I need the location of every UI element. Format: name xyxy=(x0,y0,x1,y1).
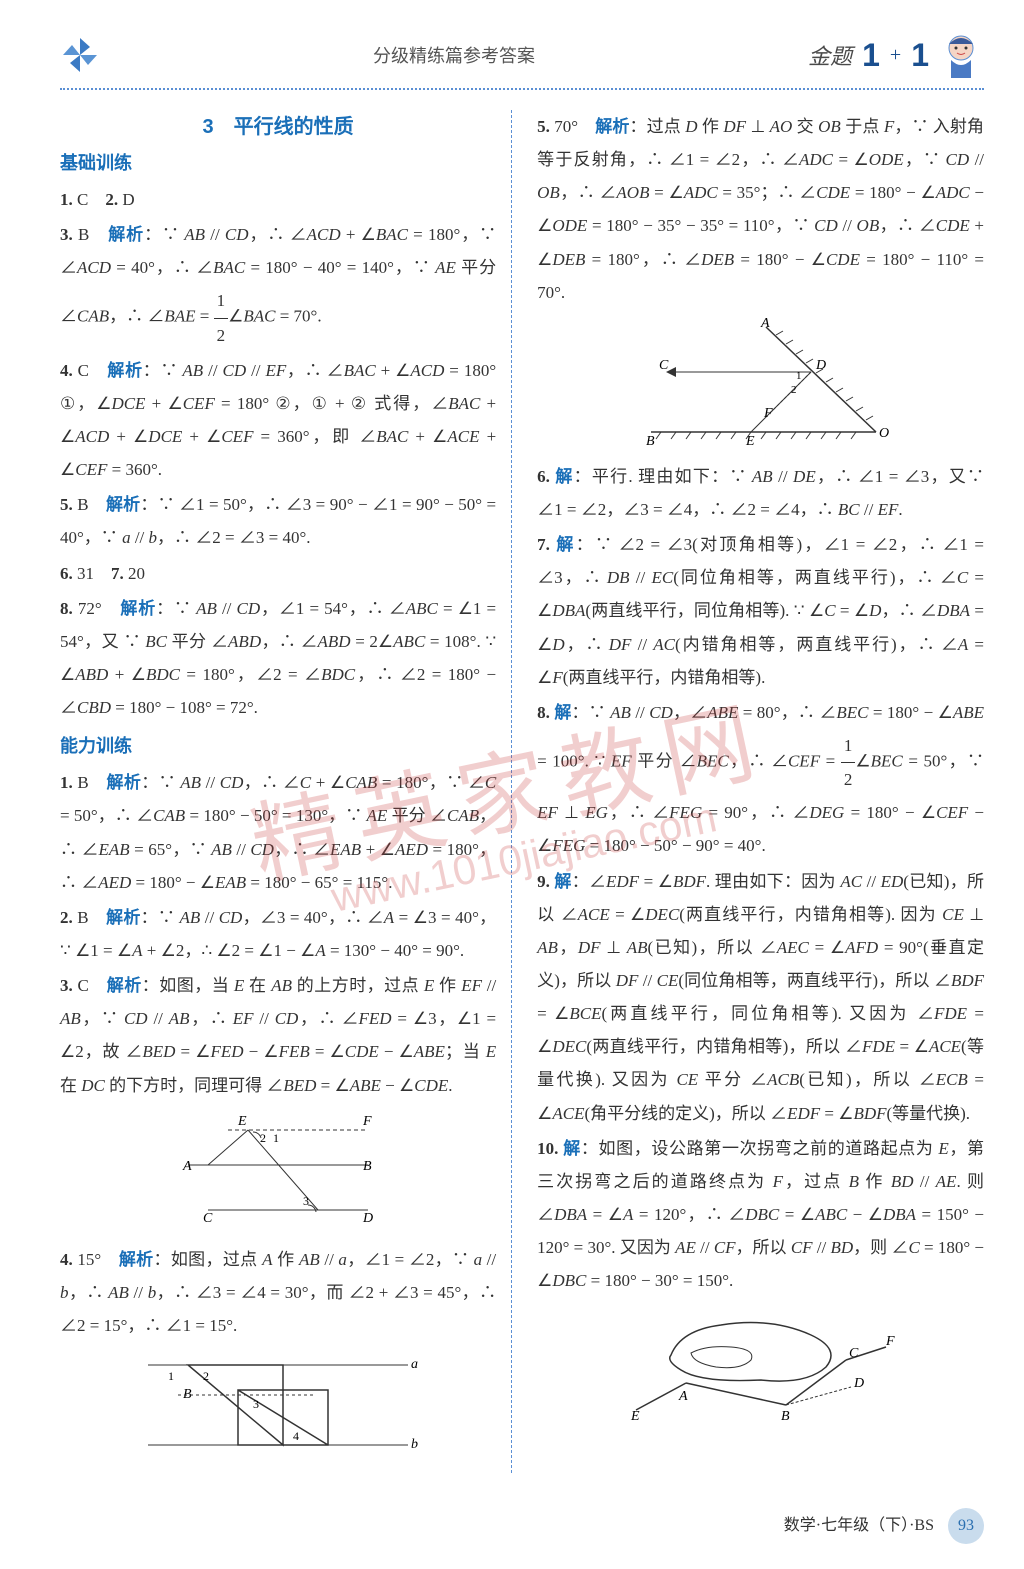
ability-item: 2. B 解析：∵ AB // CD，∠3 = 40°，∴ ∠A = ∠3 = … xyxy=(60,901,496,967)
right-item: 8. 解：∵ AB // CD，∠ABE = 80°，∴ ∠BEC = 180°… xyxy=(537,696,984,863)
svg-text:b: b xyxy=(411,1437,418,1452)
svg-text:1: 1 xyxy=(168,1369,174,1383)
svg-text:a: a xyxy=(411,1357,418,1372)
svg-text:F: F xyxy=(362,1114,372,1129)
svg-text:O: O xyxy=(879,426,889,441)
svg-text:E: E xyxy=(237,1114,247,1129)
right-column: 5. 70° 解析：过点 D 作 DF ⊥ AO 交 OB 于点 F，∵ 入射角… xyxy=(532,110,984,1473)
logo-text: 金题 xyxy=(808,39,852,71)
svg-text:B: B xyxy=(781,1409,790,1424)
svg-text:D: D xyxy=(362,1211,373,1226)
svg-text:E: E xyxy=(745,434,755,447)
right-item: 10. 解：如图，设公路第一次拐弯之前的道路起点为 E，第三次拐弯之后的道路终点… xyxy=(537,1132,984,1298)
svg-text:A: A xyxy=(678,1389,688,1404)
svg-text:A: A xyxy=(760,317,770,331)
basic-item: 4. C 解析：∵ AB // CD // EF，∴ ∠BAC + ∠ACD =… xyxy=(60,354,496,487)
svg-text:4: 4 xyxy=(293,1429,299,1443)
header-right: 金题 1 + 1 xyxy=(808,30,984,80)
svg-text:D: D xyxy=(853,1376,864,1391)
right-item: 7. 解：∵ ∠2 = ∠3(对顶角相等)，∠1 = ∠2，∴ ∠1 = ∠3，… xyxy=(537,528,984,694)
basic-item: 5. B 解析：∵ ∠1 = 50°，∴ ∠3 = 90° − ∠1 = 90°… xyxy=(60,488,496,554)
logo-num1: 1 xyxy=(862,37,880,74)
header-left xyxy=(60,35,100,75)
mascot-icon xyxy=(939,30,984,80)
svg-text:1: 1 xyxy=(796,370,802,382)
basic-item: 6. 31 7. 20 xyxy=(60,557,496,590)
svg-text:C: C xyxy=(849,1346,859,1361)
ability-item: 3. C 解析：如图，当 E 在 AB 的上方时，过点 E 作 EF // AB… xyxy=(60,969,496,1102)
page-footer: 数学·七年级（下）·BS 93 xyxy=(784,1508,984,1544)
page-header: 分级精练篇参考答案 金题 1 + 1 xyxy=(60,30,984,90)
diagram-5: A B O C D E F 1 2 xyxy=(537,317,984,452)
section-title: 3 平行线的性质 xyxy=(60,110,496,139)
diagram-3: E F 2 1 A B C D 3 xyxy=(60,1110,496,1235)
right-item: 9. 解：∠EDF = ∠BDF. 理由如下：因为 AC // ED(已知)，所… xyxy=(537,865,984,1130)
page-root: 分级精练篇参考答案 金题 1 + 1 3 平行线的性质 基础训练 1. C 2.… xyxy=(0,0,1024,1569)
basic-item: 8. 72° 解析：∵ AB // CD，∠1 = 54°，∴ ∠ABC = ∠… xyxy=(60,592,496,725)
ability-item: 1. B 解析：∵ AB // CD，∴ ∠C + ∠CAB = 180°，∵ … xyxy=(60,766,496,899)
diagram-4: a b B 1 2 3 4 xyxy=(60,1350,496,1465)
page-number: 93 xyxy=(948,1508,984,1544)
footer-subject: 数学·七年级（下）·BS xyxy=(784,1517,934,1534)
svg-text:F: F xyxy=(763,406,773,421)
svg-text:A: A xyxy=(182,1159,192,1174)
diagram-10: E A B C D F xyxy=(537,1305,984,1430)
left-column: 3 平行线的性质 基础训练 1. C 2. D 3. B 解析：∵ AB // … xyxy=(60,110,512,1473)
svg-text:3: 3 xyxy=(303,1194,309,1208)
basic-item: 1. C 2. D xyxy=(60,183,496,216)
ability-title: 能力训练 xyxy=(60,732,496,758)
svg-text:3: 3 xyxy=(253,1397,259,1411)
svg-text:C: C xyxy=(203,1211,213,1226)
svg-text:B: B xyxy=(646,434,655,447)
ability-item: 4. 15° 解析：如图，过点 A 作 AB // a，∠1 = ∠2，∵ a … xyxy=(60,1243,496,1342)
logo-num2: 1 xyxy=(911,37,929,74)
svg-text:B: B xyxy=(363,1159,372,1174)
svg-text:2: 2 xyxy=(791,384,797,396)
svg-text:E: E xyxy=(630,1409,640,1424)
svg-text:D: D xyxy=(815,358,826,373)
svg-text:1: 1 xyxy=(273,1131,279,1145)
basic-title: 基础训练 xyxy=(60,149,496,175)
content-columns: 3 平行线的性质 基础训练 1. C 2. D 3. B 解析：∵ AB // … xyxy=(60,110,984,1473)
svg-text:C: C xyxy=(659,358,669,373)
svg-text:F: F xyxy=(885,1334,895,1349)
windmill-icon xyxy=(60,35,100,75)
logo-plus: + xyxy=(890,44,901,67)
header-title: 分级精练篇参考答案 xyxy=(373,42,535,68)
right-item: 6. 解：平行. 理由如下：∵ AB // DE，∴ ∠1 = ∠3，又∵ ∠1… xyxy=(537,460,984,526)
basic-item: 3. B 解析：∵ AB // CD，∴ ∠ACD + ∠BAC = 180°，… xyxy=(60,218,496,352)
svg-text:2: 2 xyxy=(203,1369,209,1383)
right-item: 5. 70° 解析：过点 D 作 DF ⊥ AO 交 OB 于点 F，∵ 入射角… xyxy=(537,110,984,309)
